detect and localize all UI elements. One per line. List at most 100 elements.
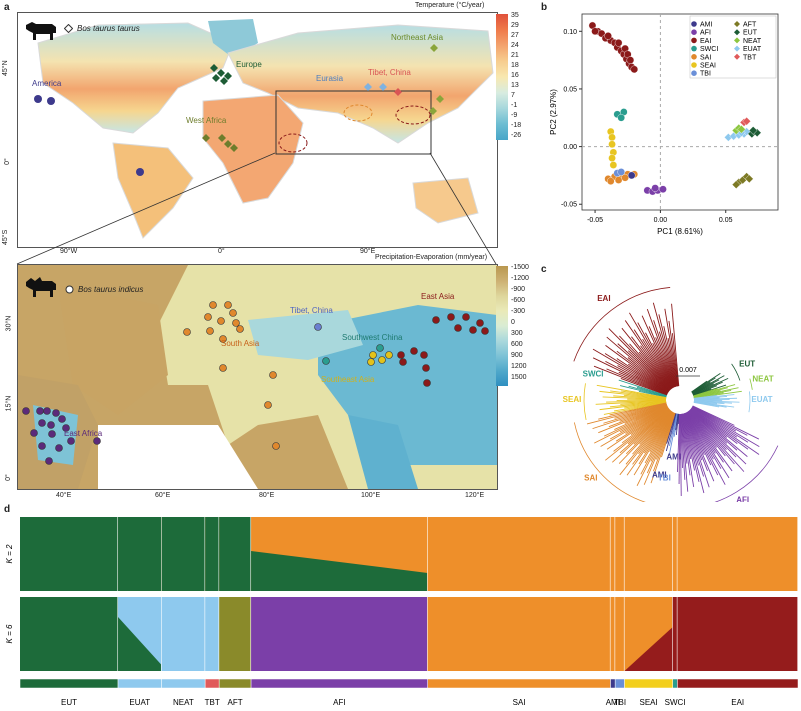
admixture-group-label-neat: NEAT <box>173 698 194 707</box>
bottom-map-xtick-0: 40°E <box>56 492 72 499</box>
tree-branch <box>650 413 676 484</box>
tree-branch <box>628 350 671 391</box>
pca-xtick-label: -0.05 <box>587 217 603 224</box>
region-label-america: America <box>32 79 62 88</box>
bottom-map-xtick-2: 80°E <box>259 492 275 499</box>
tree-branch <box>692 406 748 436</box>
tree-branch <box>609 400 667 408</box>
temperature-colorbar-title: Temperature (°C/year) <box>415 2 485 9</box>
range-outline-3 <box>343 104 373 122</box>
tree-branch <box>688 410 718 448</box>
panel-d-letter: d <box>4 504 11 515</box>
tree-branch <box>691 377 716 393</box>
tree-branch <box>681 413 691 476</box>
tree-branch <box>671 333 679 387</box>
pca-series-eut <box>747 126 762 139</box>
tree-branch <box>599 390 667 399</box>
pca-point <box>609 161 618 169</box>
admixture-group-swatch <box>427 678 611 689</box>
admixture-group-label-swci: SWCI <box>665 698 686 707</box>
panel-a-letter: a <box>4 2 10 13</box>
pca-ylabel: PC2 (2.97%) <box>549 89 558 135</box>
tree-branch <box>692 406 737 432</box>
tree-branch <box>671 303 680 387</box>
pca-point <box>748 126 758 135</box>
tree-branch <box>624 401 667 409</box>
precipitation-map-graphic <box>18 265 497 489</box>
pca-xtick-label: 0.00 <box>654 217 668 224</box>
tree-branch <box>691 407 749 443</box>
tree-clade-arc <box>573 287 671 362</box>
pca-series-sai <box>604 170 639 185</box>
tree-branch <box>625 409 671 455</box>
admixture-group-swatch <box>117 678 162 689</box>
tree-branch <box>693 400 733 404</box>
legend-label-aft: AFT <box>743 22 757 29</box>
pca-series-ami <box>627 171 636 180</box>
admixture-group-label-tbt: TBT <box>205 698 220 707</box>
pca-series-neat <box>731 123 746 135</box>
tree-branch <box>638 390 667 398</box>
tree-branch <box>687 411 730 479</box>
tree-branch <box>680 413 689 492</box>
tree-branch <box>606 399 667 403</box>
tree-branch <box>633 329 673 389</box>
tree-clade-label: AMI <box>652 470 667 479</box>
tree-branch <box>675 413 679 436</box>
region-label-east-asia: East Asia <box>421 292 455 301</box>
tree-branch <box>691 381 711 394</box>
tree-branch <box>681 413 695 488</box>
pca-point <box>651 184 659 192</box>
precipitation-colorbar <box>496 266 508 386</box>
tree-clade-arc <box>731 363 741 381</box>
tree-clade-label: AFI <box>736 495 749 502</box>
tibet-plateau <box>248 310 363 360</box>
tree-branch <box>693 387 739 398</box>
tree-branch <box>627 408 670 445</box>
tree-branch <box>604 353 669 394</box>
tree-branch <box>626 411 673 476</box>
europe-samples <box>210 64 232 85</box>
tree-branch <box>684 412 715 482</box>
admixture-row-label: K = 6 <box>5 624 14 643</box>
arabian-peninsula <box>58 285 168 415</box>
tree-clade-arc <box>714 445 779 502</box>
tree-branch <box>624 320 673 389</box>
tree-branch <box>669 413 678 454</box>
tree-branch <box>693 384 736 397</box>
tree-branch <box>652 343 675 388</box>
tree-branch <box>643 411 673 454</box>
pca-series-aft <box>731 172 754 189</box>
region-label-south-asia: South Asia <box>221 339 260 348</box>
tree-branch <box>586 403 667 425</box>
legend-label-swci: SWCI <box>700 46 718 53</box>
admixture-k6-block <box>161 597 206 671</box>
tree-branch <box>688 410 745 472</box>
tree-branch <box>692 377 729 395</box>
tree-branch <box>617 343 670 391</box>
admixture-group-swatch <box>677 678 799 689</box>
australia-landmass <box>412 177 479 224</box>
admixture-group-label-tbi: TBI <box>614 698 626 707</box>
range-outline-1 <box>278 133 308 153</box>
southeast-asia-samples <box>367 351 393 366</box>
admixture-group-swatch <box>19 678 119 689</box>
tree-branch <box>638 410 672 455</box>
admixture-group-label-eai: EAI <box>731 698 744 707</box>
admixture-k6-block <box>219 597 252 671</box>
tree-branch <box>643 412 675 485</box>
tree-branch <box>690 408 748 457</box>
tree-branch <box>611 409 671 463</box>
pca-series-tbi <box>613 168 625 177</box>
pca-point <box>608 154 616 162</box>
tree-branch <box>600 406 669 447</box>
tree-branch <box>628 385 667 397</box>
tree-branch <box>619 410 672 476</box>
tree-branch <box>682 413 696 471</box>
top-map-xtick-0: 90°W <box>60 248 78 255</box>
admixture-k2-block <box>677 517 798 591</box>
tree-branch <box>617 365 668 394</box>
tree-branch <box>618 379 667 397</box>
tree-branch <box>652 302 677 387</box>
tree-branch <box>684 412 708 471</box>
